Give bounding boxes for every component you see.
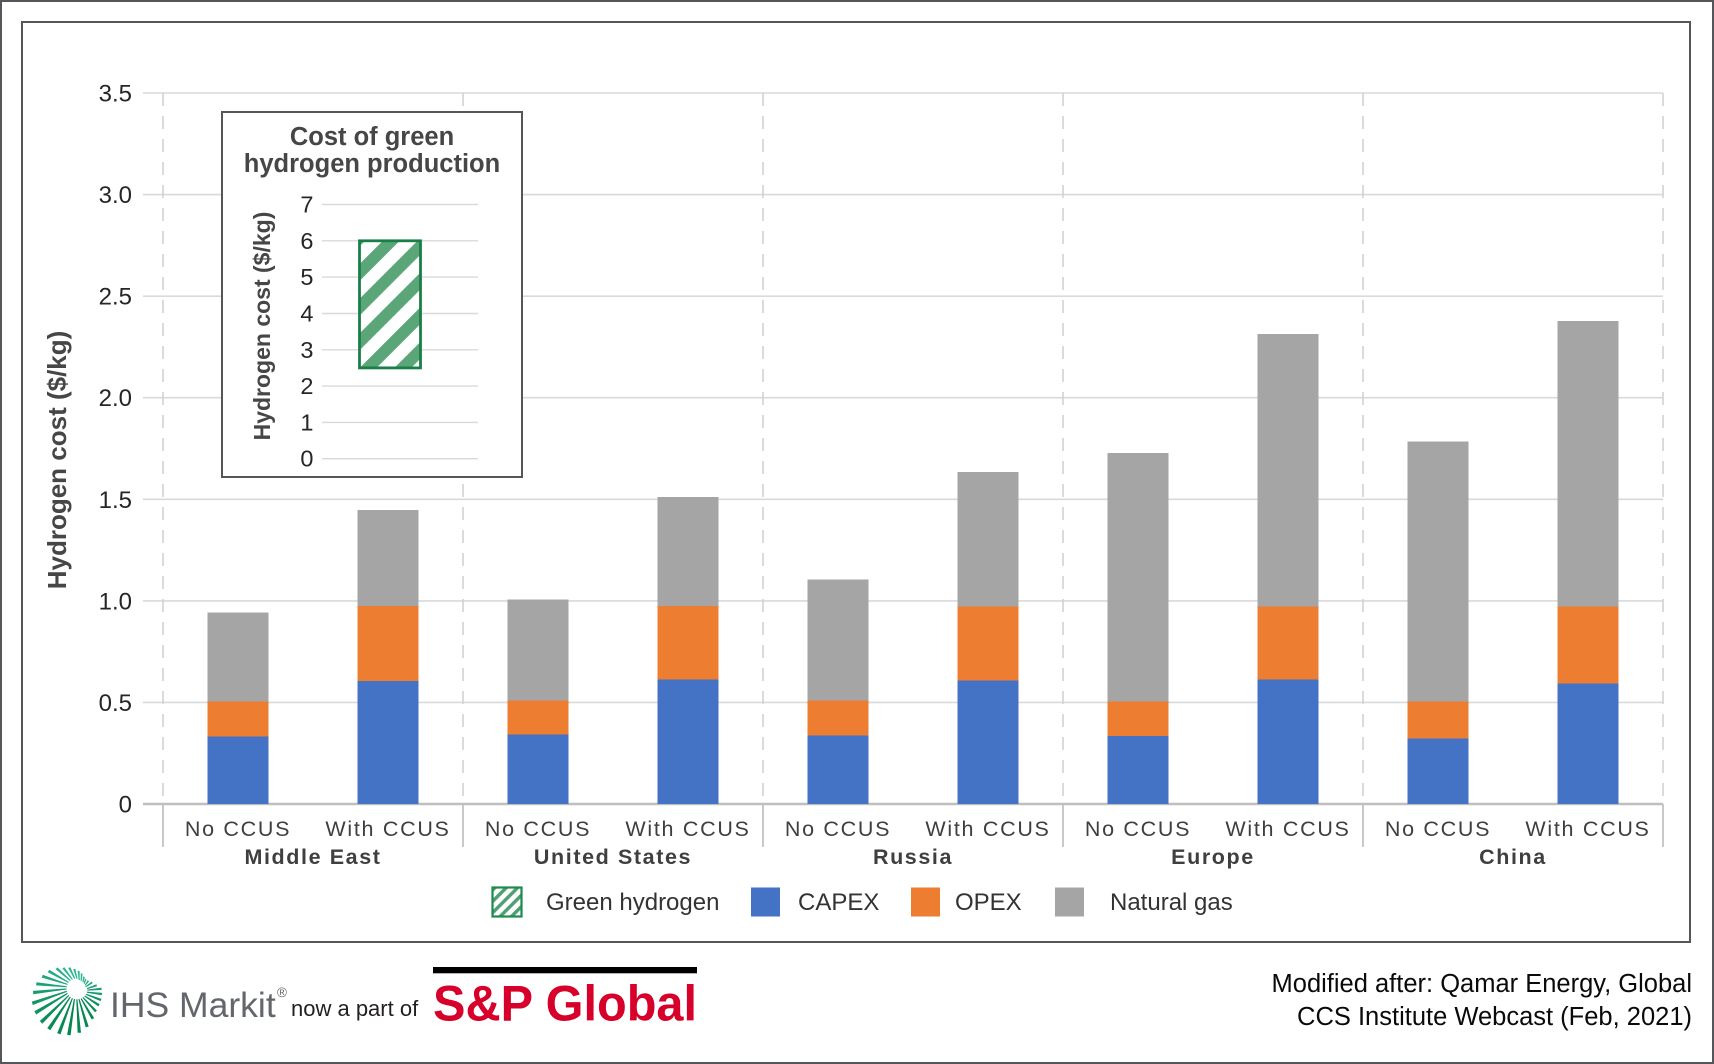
svg-text:OPEX: OPEX	[955, 889, 1022, 916]
svg-text:CAPEX: CAPEX	[798, 889, 879, 916]
svg-text:1: 1	[300, 409, 313, 435]
svg-text:Green hydrogen: Green hydrogen	[546, 889, 719, 916]
svg-text:Europe: Europe	[1171, 845, 1255, 869]
svg-text:2: 2	[300, 373, 313, 399]
svg-text:0: 0	[119, 792, 132, 819]
svg-text:CCS Institute Webcast (Feb, 20: CCS Institute Webcast (Feb, 2021)	[1297, 1003, 1692, 1031]
svg-text:6: 6	[300, 228, 313, 254]
svg-text:1.5: 1.5	[99, 487, 132, 514]
svg-text:With CCUS: With CCUS	[325, 817, 450, 841]
svg-text:With CCUS: With CCUS	[1525, 817, 1650, 841]
svg-text:2.5: 2.5	[99, 284, 132, 311]
svg-text:Russia: Russia	[873, 845, 953, 869]
svg-text:Hydrogen cost ($/kg): Hydrogen cost ($/kg)	[42, 331, 72, 590]
svg-text:0: 0	[300, 446, 313, 472]
svg-text:1.0: 1.0	[99, 588, 132, 615]
svg-text:No CCUS: No CCUS	[1085, 817, 1191, 841]
svg-text:4: 4	[300, 301, 313, 327]
svg-text:With CCUS: With CCUS	[1225, 817, 1350, 841]
svg-text:3: 3	[300, 337, 313, 363]
svg-text:S&P Global: S&P Global	[433, 975, 697, 1032]
svg-text:Middle East: Middle East	[244, 845, 381, 869]
svg-text:Hydrogen cost ($/kg): Hydrogen cost ($/kg)	[249, 212, 275, 441]
svg-text:3.5: 3.5	[99, 81, 132, 108]
svg-text:With CCUS: With CCUS	[925, 817, 1050, 841]
svg-text:3.0: 3.0	[99, 182, 132, 209]
svg-text:2.0: 2.0	[99, 385, 132, 412]
svg-text:hydrogen production: hydrogen production	[244, 150, 500, 178]
svg-text:Modified after: Qamar Energy,: Modified after: Qamar Energy, Global	[1272, 970, 1692, 998]
svg-text:No CCUS: No CCUS	[185, 817, 291, 841]
svg-text:No CCUS: No CCUS	[785, 817, 891, 841]
svg-text:China: China	[1479, 845, 1547, 869]
svg-text:No CCUS: No CCUS	[485, 817, 591, 841]
svg-text:With CCUS: With CCUS	[625, 817, 750, 841]
svg-text:Cost of green: Cost of green	[290, 123, 454, 151]
svg-text:Natural gas: Natural gas	[1110, 889, 1233, 916]
svg-text:0.5: 0.5	[99, 690, 132, 717]
svg-text:5: 5	[300, 264, 313, 290]
svg-text:No CCUS: No CCUS	[1385, 817, 1491, 841]
svg-text:United States: United States	[534, 845, 692, 869]
svg-text:7: 7	[300, 192, 313, 218]
svg-text:IHS Markit: IHS Markit	[110, 985, 276, 1025]
svg-text:now a part of: now a part of	[291, 996, 419, 1021]
svg-text:®: ®	[277, 985, 287, 1000]
